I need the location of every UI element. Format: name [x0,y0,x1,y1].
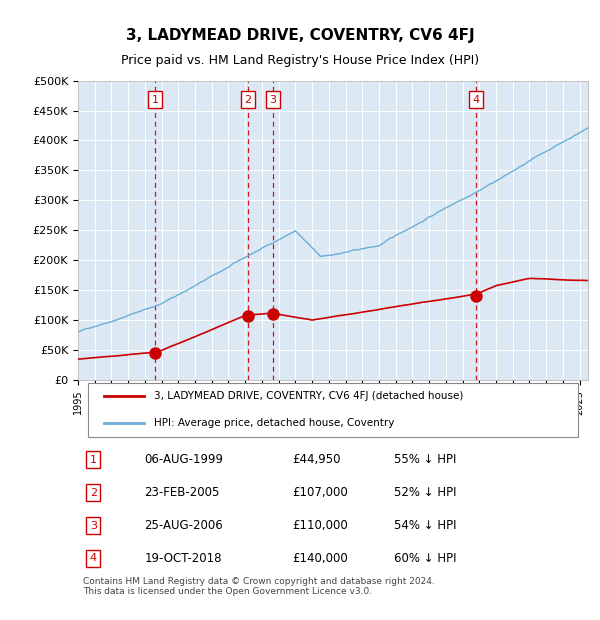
Text: £140,000: £140,000 [292,552,348,565]
Text: 23-FEB-2005: 23-FEB-2005 [145,486,220,499]
Text: 19-OCT-2018: 19-OCT-2018 [145,552,222,565]
Text: 1: 1 [151,95,158,105]
Text: 4: 4 [90,554,97,564]
Text: 06-AUG-1999: 06-AUG-1999 [145,453,223,466]
FancyBboxPatch shape [88,383,578,437]
Text: £107,000: £107,000 [292,486,348,499]
Text: 4: 4 [472,95,479,105]
Text: 3: 3 [269,95,277,105]
Text: 55% ↓ HPI: 55% ↓ HPI [394,453,457,466]
Text: £110,000: £110,000 [292,519,348,532]
Text: 54% ↓ HPI: 54% ↓ HPI [394,519,457,532]
Text: HPI: Average price, detached house, Coventry: HPI: Average price, detached house, Cove… [155,418,395,428]
Text: 1: 1 [90,454,97,464]
Text: Price paid vs. HM Land Registry's House Price Index (HPI): Price paid vs. HM Land Registry's House … [121,54,479,67]
Text: 52% ↓ HPI: 52% ↓ HPI [394,486,457,499]
Text: 2: 2 [90,487,97,498]
Text: 3, LADYMEAD DRIVE, COVENTRY, CV6 4FJ (detached house): 3, LADYMEAD DRIVE, COVENTRY, CV6 4FJ (de… [155,391,464,401]
Text: 25-AUG-2006: 25-AUG-2006 [145,519,223,532]
Text: Contains HM Land Registry data © Crown copyright and database right 2024.
This d: Contains HM Land Registry data © Crown c… [83,577,435,596]
Text: 60% ↓ HPI: 60% ↓ HPI [394,552,457,565]
Text: 2: 2 [244,95,251,105]
Text: 3: 3 [90,521,97,531]
Text: £44,950: £44,950 [292,453,341,466]
Text: 3, LADYMEAD DRIVE, COVENTRY, CV6 4FJ: 3, LADYMEAD DRIVE, COVENTRY, CV6 4FJ [125,28,475,43]
